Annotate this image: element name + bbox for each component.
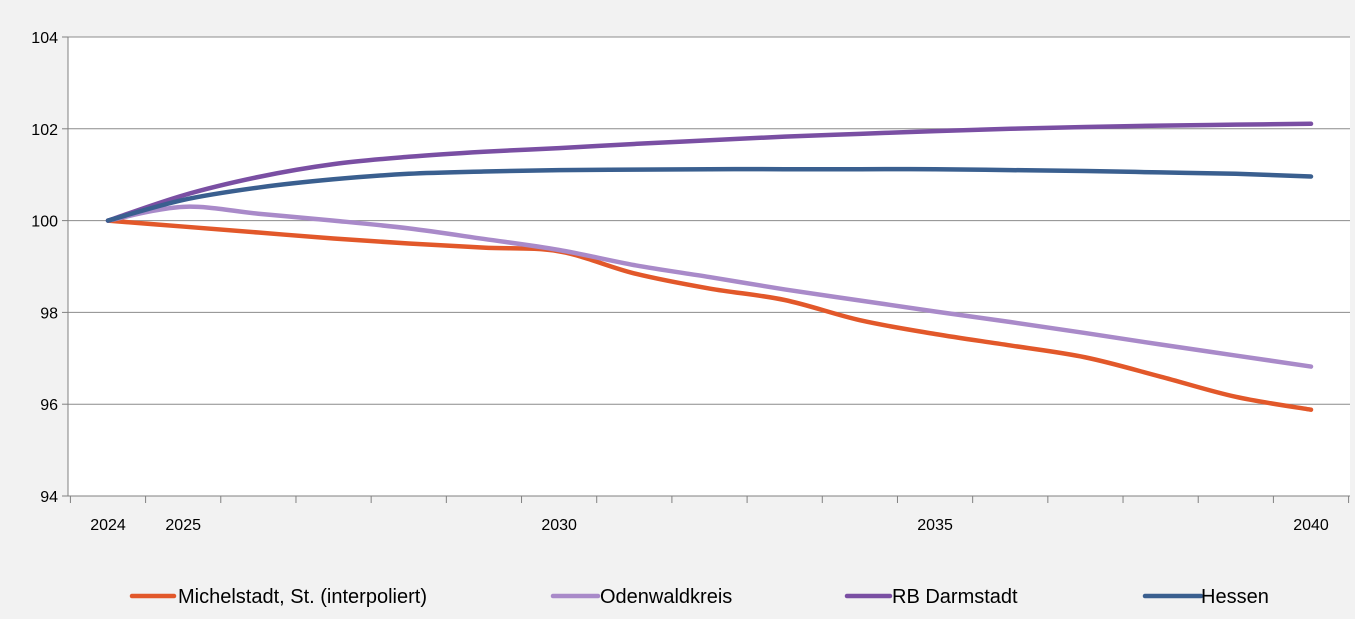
x-tick-label: 2040 [1293, 517, 1329, 534]
series-line-2 [105, 121, 1314, 223]
series-line-1 [105, 204, 1314, 369]
legend-item: Michelstadt, St. (interpoliert) [129, 586, 427, 608]
legend-item: Hessen [1142, 586, 1269, 608]
series-lines [105, 121, 1314, 412]
y-tick-label: 100 [31, 214, 58, 231]
series-line-0 [105, 218, 1314, 412]
series-line-3 [105, 166, 1314, 223]
legend-item: RB Darmstadt [844, 586, 1018, 608]
plot-area [68, 37, 1350, 496]
x-tick-label: 2024 [90, 517, 126, 534]
y-tick-label: 104 [31, 30, 58, 47]
legend-label: Odenwaldkreis [600, 586, 732, 608]
legend-label: Hessen [1201, 586, 1269, 608]
y-tick-label: 94 [40, 489, 58, 506]
y-tick-label: 96 [40, 397, 58, 414]
legend: Michelstadt, St. (interpoliert) Odenwaldk… [129, 586, 1269, 608]
x-tick-labels: 2024 2025 2030 2035 2040 [90, 517, 1329, 534]
y-tick-label: 98 [40, 305, 58, 322]
legend-item: Odenwaldkreis [550, 586, 732, 608]
y-tick-label: 102 [31, 122, 58, 139]
axes [62, 36, 1350, 503]
legend-label: Michelstadt, St. (interpoliert) [178, 586, 427, 608]
x-tick-label: 2035 [917, 517, 953, 534]
y-tick-labels: 94 96 98 100 102 104 [31, 30, 58, 506]
legend-label: RB Darmstadt [892, 586, 1018, 608]
x-tick-label: 2025 [165, 517, 201, 534]
x-tick-label: 2030 [541, 517, 577, 534]
